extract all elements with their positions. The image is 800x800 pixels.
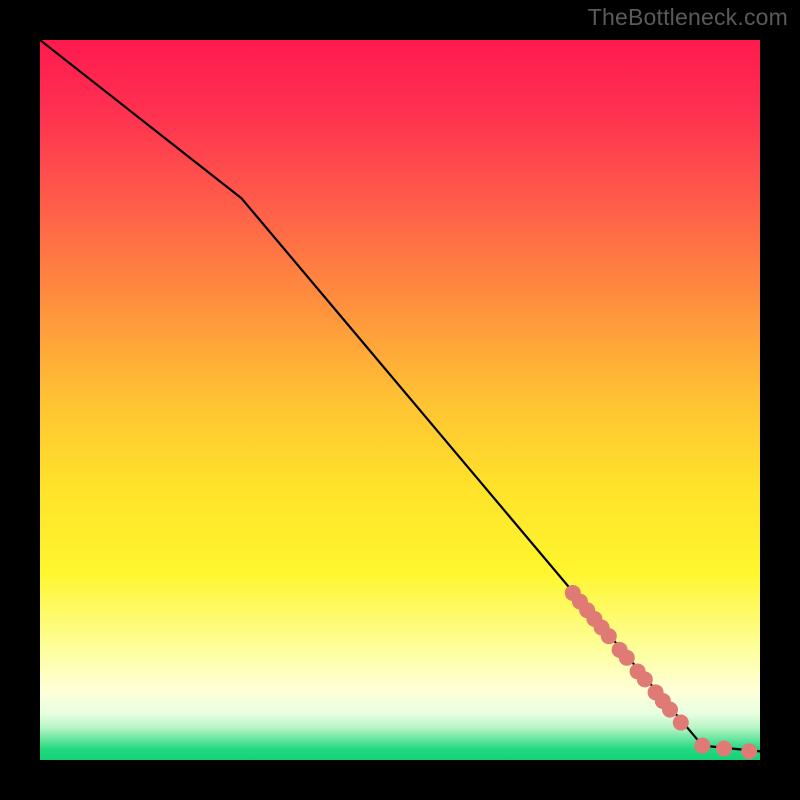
attribution-text: TheBottleneck.com (588, 4, 788, 31)
data-marker (741, 743, 757, 759)
data-marker (637, 671, 653, 687)
gradient-background (40, 40, 760, 760)
chart-stage: TheBottleneck.com (0, 0, 800, 800)
data-marker (662, 702, 678, 718)
data-marker (619, 650, 635, 666)
plot-svg (40, 40, 760, 760)
plot-area (40, 40, 760, 760)
data-marker (601, 628, 617, 644)
data-marker (673, 715, 689, 731)
data-marker (716, 740, 732, 756)
data-marker (694, 738, 710, 754)
